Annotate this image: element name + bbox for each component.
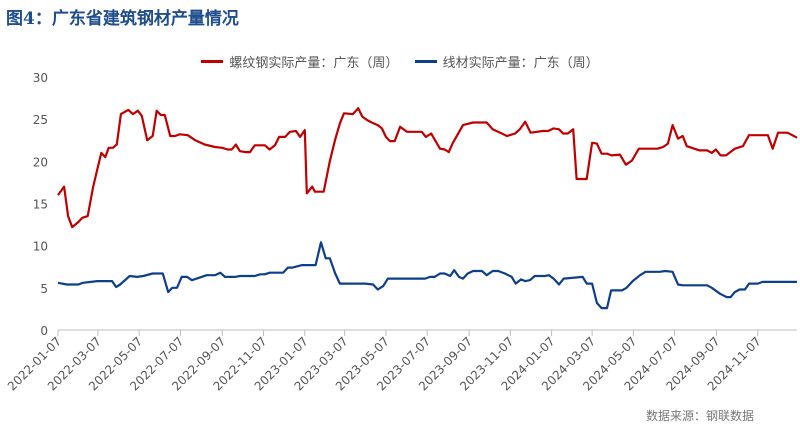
data-source: 数据来源：钢联数据 [645, 409, 754, 423]
y-tick-label: 10 [33, 240, 48, 254]
legend-item-wire-rod: 线材实际产量：广东（周） [414, 52, 599, 71]
legend-swatch-wire-rod [414, 60, 437, 63]
legend: 螺纹钢实际产量：广东（周） 线材实际产量：广东（周） [0, 52, 800, 71]
wire-rod-series-line [57, 241, 797, 310]
y-tick-label: 30 [33, 71, 48, 85]
y-tick-label: 0 [40, 324, 48, 338]
rebar-series-line [57, 107, 798, 229]
legend-swatch-rebar [201, 60, 224, 63]
legend-label-wire-rod: 线材实际产量：广东（周） [442, 56, 599, 71]
y-tick-label: 15 [33, 198, 48, 212]
y-tick-label: 25 [33, 113, 48, 127]
chart-title: 图4：广东省建筑钢材产量情况 [6, 9, 239, 29]
y-tick-label: 5 [40, 282, 48, 296]
legend-label-rebar: 螺纹钢实际产量：广东（周） [229, 56, 399, 71]
y-tick-label: 20 [33, 155, 48, 169]
legend-item-rebar: 螺纹钢实际产量：广东（周） [201, 52, 398, 71]
